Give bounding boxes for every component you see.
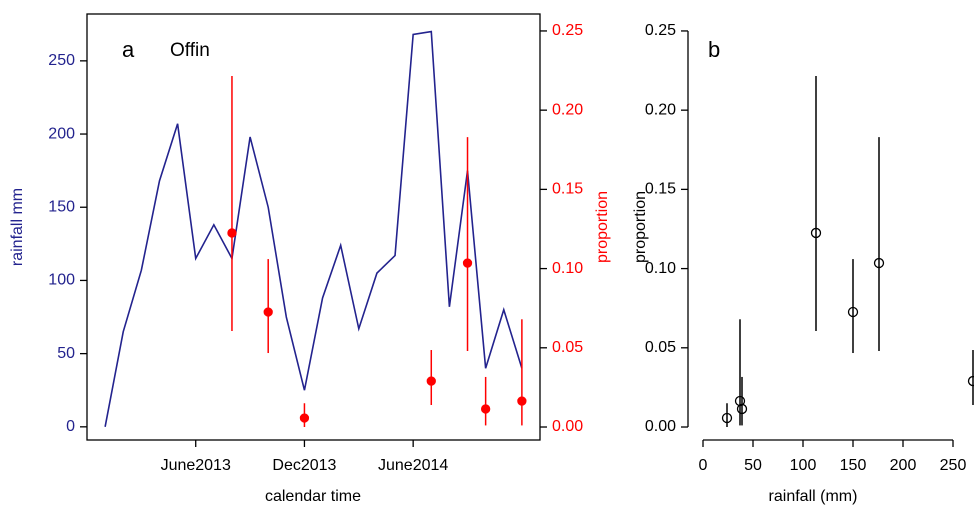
x-tick-label: 0 <box>699 457 708 474</box>
point <box>810 227 822 239</box>
x-axis-label: rainfall (mm) <box>769 488 858 505</box>
x-tick-label: Dec2013 <box>272 457 336 474</box>
y-tick-label: 0.20 <box>645 101 676 118</box>
y-tick-label: 100 <box>48 272 75 289</box>
x-tick-label: 200 <box>890 457 917 474</box>
point <box>299 413 310 423</box>
point <box>480 404 491 414</box>
point <box>462 258 473 268</box>
y2-tick-label: 0.25 <box>552 22 583 39</box>
rainfall-line <box>104 30 523 427</box>
y-tick-label: 0.05 <box>645 339 676 356</box>
x-tick-label: 100 <box>790 457 817 474</box>
panel-subtitle: Offin <box>170 40 210 61</box>
y2-tick-label: 0.15 <box>552 181 583 198</box>
point <box>873 257 885 269</box>
x-tick-label: 50 <box>744 457 762 474</box>
y-tick-label: 150 <box>48 198 75 215</box>
y-tick-label: 0.15 <box>645 181 676 198</box>
y-tick-label: 250 <box>48 52 75 69</box>
y-axis-label: rainfall mm <box>9 188 26 266</box>
y-tick-label: 50 <box>57 345 75 362</box>
y-tick-label: 200 <box>48 125 75 142</box>
point <box>847 306 859 318</box>
y-axis-label: proportion <box>632 191 649 263</box>
x-tick-label: June2014 <box>378 457 448 474</box>
y-tick-label: 0.10 <box>645 260 676 277</box>
y2-tick-label: 0.20 <box>552 101 583 118</box>
point <box>721 412 733 424</box>
x-tick-label: June2013 <box>161 457 231 474</box>
point <box>227 228 237 238</box>
point <box>263 307 273 317</box>
x-axis-label: calendar time <box>265 488 361 505</box>
y2-tick-label: 0.10 <box>552 260 583 277</box>
point <box>426 376 436 386</box>
point <box>736 403 748 415</box>
y2-tick-label: 0.05 <box>552 339 583 356</box>
y2-axis-label: proportion <box>594 191 611 263</box>
x-tick-label: 250 <box>940 457 967 474</box>
y2-tick-label: 0.00 <box>552 418 583 435</box>
x-tick-label: 150 <box>840 457 867 474</box>
y-tick-label: 0.25 <box>645 22 676 39</box>
point <box>967 375 974 387</box>
y-tick-label: 0 <box>66 418 75 435</box>
point <box>517 396 527 406</box>
panel-letter: b <box>708 37 720 62</box>
point <box>734 395 746 407</box>
y-tick-label: 0.00 <box>645 418 676 435</box>
plot-frame <box>86 13 541 441</box>
panel-letter: a <box>122 37 135 62</box>
